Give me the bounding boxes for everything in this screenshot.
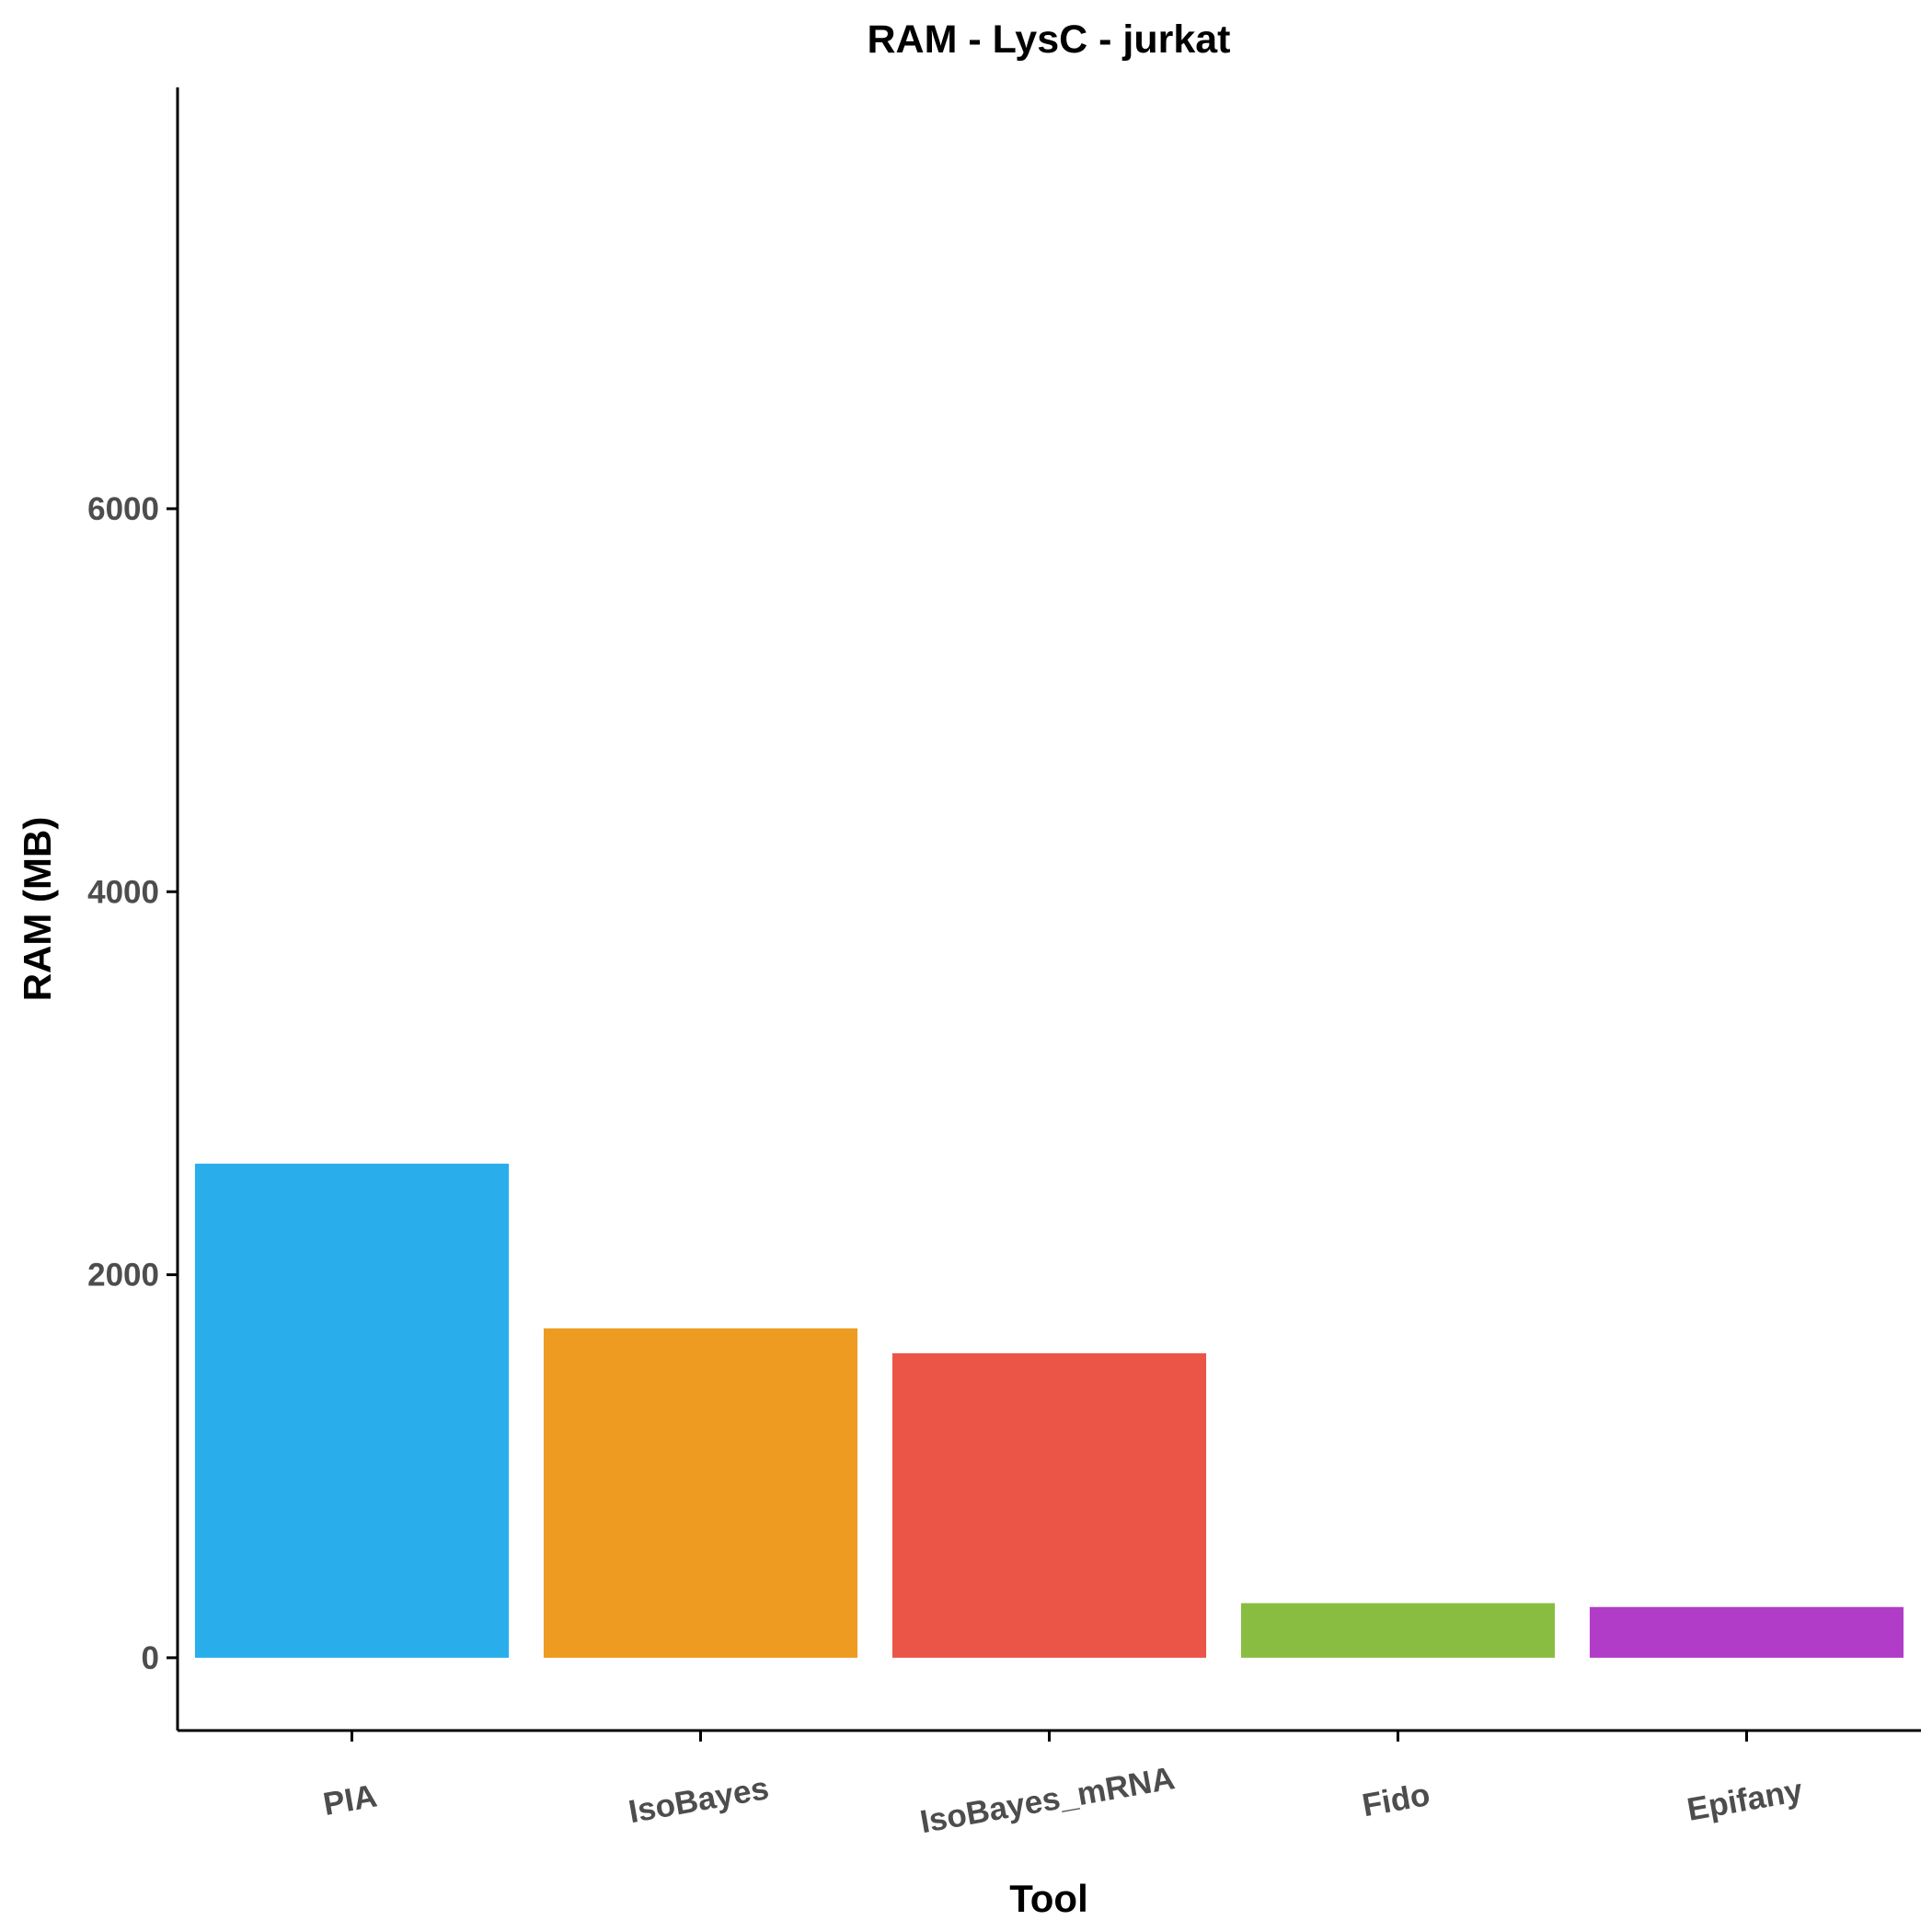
y-axis-ticks: 0 2000 4000 6000 [87, 491, 178, 1676]
x-tick-label: Epifany [1685, 1772, 1806, 1827]
bar-fido [1240, 1603, 1556, 1658]
chart-title: RAM - LysC - jurkat [868, 17, 1231, 62]
y-tick-label: 6000 [87, 491, 159, 527]
bars-layer [194, 1163, 1904, 1658]
bar-epifany [1589, 1606, 1904, 1658]
bar-isobayes-mrna [891, 1352, 1207, 1658]
x-tick-label: IsoBayes [626, 1770, 771, 1830]
x-tick-label: PIA [320, 1777, 379, 1823]
x-axis-title: Tool [1009, 1877, 1088, 1920]
x-axis-ticks: PIA IsoBayes IsoBayes_mRNA Fido Epifany [320, 1731, 1806, 1840]
x-tick-label: Fido [1360, 1777, 1433, 1823]
y-tick-label: 4000 [87, 874, 159, 910]
x-tick-label: IsoBayes_mRNA [917, 1760, 1178, 1840]
y-axis-title: RAM (MB) [16, 817, 59, 1002]
y-tick-label: 0 [142, 1640, 159, 1676]
y-tick-label: 2000 [87, 1258, 159, 1294]
bar-pia [194, 1163, 510, 1658]
bar-isobayes [543, 1328, 858, 1658]
